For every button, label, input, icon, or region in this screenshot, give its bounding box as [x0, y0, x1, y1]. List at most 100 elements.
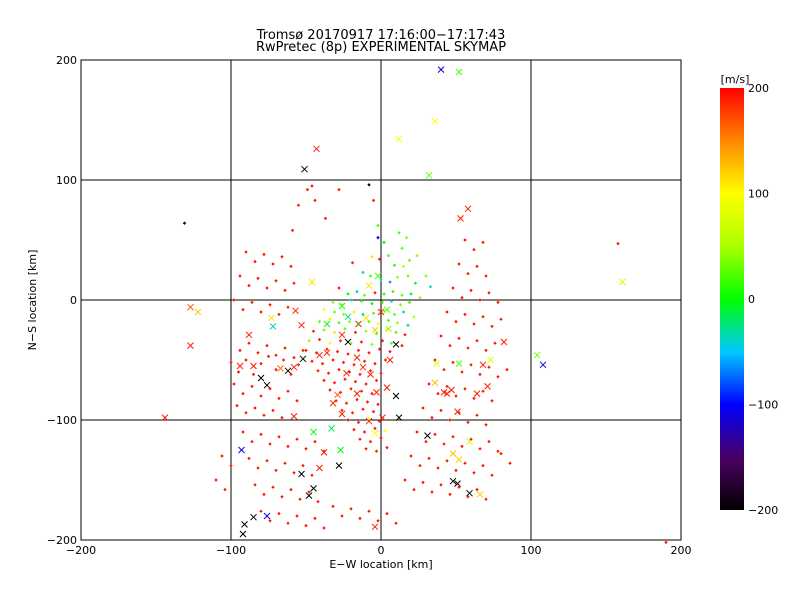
point-cross — [284, 367, 292, 375]
x-tick-label: −100 — [216, 544, 246, 557]
point-dot — [335, 349, 340, 354]
point-dot — [406, 323, 410, 327]
point-dot — [359, 389, 364, 393]
point-dot — [349, 298, 353, 302]
point-dot — [280, 495, 284, 499]
point-dot — [256, 276, 260, 281]
point-dot — [328, 341, 332, 345]
point-dot — [361, 312, 365, 317]
point-dot — [469, 437, 473, 441]
point-dot — [349, 387, 353, 391]
point-dot — [292, 355, 296, 360]
chart-title: Tromsø 20170917 17:16:00−17:17:43 — [256, 28, 506, 43]
point-dot — [304, 523, 308, 528]
point-dot — [353, 379, 358, 384]
point-dot — [356, 322, 361, 326]
point-dot — [389, 299, 394, 303]
point-dot — [256, 466, 260, 470]
point-cross — [619, 278, 626, 286]
point-cross — [245, 331, 253, 339]
point-dot — [496, 375, 500, 379]
point-dot — [364, 382, 368, 386]
point-dot — [350, 261, 355, 265]
point-dot — [331, 300, 335, 305]
point-cross — [365, 417, 373, 425]
point-dot — [241, 307, 245, 312]
point-dot — [289, 372, 293, 377]
point-dot — [328, 317, 332, 321]
point-cross — [395, 135, 403, 143]
point-dot — [305, 187, 310, 192]
point-dot — [332, 381, 337, 385]
point-dot — [395, 275, 400, 279]
point-dot — [317, 337, 322, 342]
point-dot — [376, 223, 380, 228]
point-cross — [268, 314, 275, 322]
point-dot — [301, 348, 305, 353]
x-tick-label: 100 — [521, 544, 542, 557]
point-dot — [253, 259, 257, 264]
point-cross — [479, 361, 487, 369]
point-dot — [301, 463, 305, 468]
point-cross — [454, 480, 461, 487]
point-dot — [373, 361, 377, 366]
point-cross — [365, 282, 373, 289]
point-dot — [472, 247, 476, 252]
point-dot — [368, 439, 373, 444]
point-dot — [338, 390, 343, 395]
point-cross — [338, 410, 346, 418]
point-dot — [428, 285, 433, 289]
point-dot — [374, 331, 379, 336]
point-dot — [253, 483, 257, 487]
point-cross — [379, 414, 386, 421]
point-dot — [376, 322, 380, 326]
point-cross — [386, 356, 394, 364]
point-dot — [403, 333, 407, 337]
point-dot — [367, 417, 371, 421]
point-dot — [448, 492, 452, 497]
point-dot — [296, 363, 301, 367]
point-dot — [280, 415, 284, 420]
point-dot — [281, 358, 286, 362]
point-dot — [316, 499, 320, 504]
point-dot — [337, 321, 341, 325]
point-dot — [395, 321, 400, 325]
point-dot — [367, 319, 371, 324]
point-dot — [487, 365, 491, 369]
point-dot — [430, 490, 434, 494]
point-dot — [277, 435, 281, 439]
point-dot — [478, 447, 482, 451]
point-dot — [374, 378, 379, 383]
point-dot — [409, 292, 413, 296]
point-dot — [427, 382, 431, 386]
point-dot — [307, 490, 311, 494]
point-cross — [292, 307, 299, 315]
point-cross — [335, 462, 343, 469]
point-cross — [298, 470, 305, 478]
point-dot — [388, 349, 392, 354]
point-dot — [344, 401, 349, 405]
point-dot — [380, 300, 385, 305]
point-dot — [368, 369, 373, 373]
point-dot — [397, 231, 401, 235]
point-dot — [484, 497, 488, 501]
point-dot — [259, 310, 263, 314]
point-dot — [310, 473, 314, 477]
point-cross — [425, 171, 433, 179]
point-cross — [377, 308, 385, 316]
point-dot — [295, 514, 299, 518]
point-cross — [250, 513, 257, 521]
point-dot — [490, 473, 494, 477]
point-cross — [359, 363, 367, 371]
point-cross — [301, 165, 308, 173]
point-dot — [356, 348, 361, 353]
point-dot — [250, 439, 254, 444]
point-dot — [265, 286, 269, 290]
point-dot — [481, 389, 485, 393]
colorbar-label: [m/s] — [721, 73, 750, 86]
point-dot — [433, 432, 437, 437]
point-dot — [280, 255, 284, 259]
point-dot — [392, 263, 397, 267]
point-dot — [349, 341, 353, 345]
point-cross — [448, 386, 455, 394]
